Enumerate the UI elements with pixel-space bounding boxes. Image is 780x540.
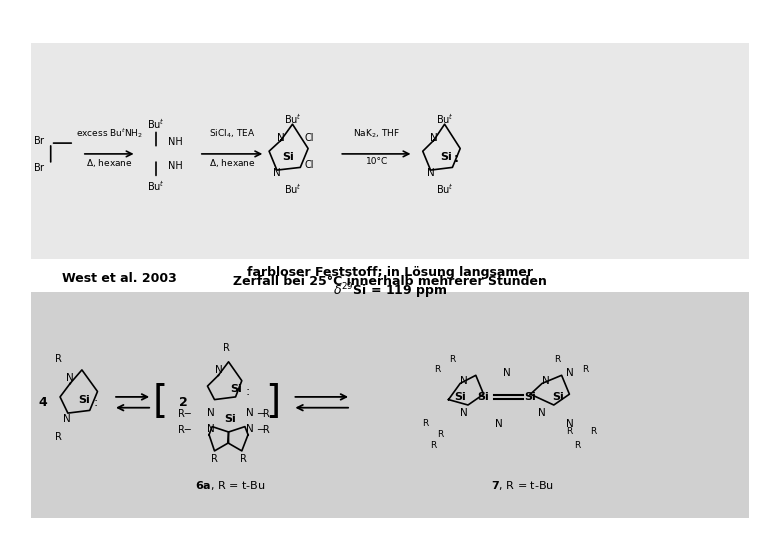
Text: Bu$^t$: Bu$^t$ [436,182,453,196]
Text: :: : [246,385,250,398]
Text: Zerfall bei 25°C innerhalb mehrerer Stunden: Zerfall bei 25°C innerhalb mehrerer Stun… [233,275,547,288]
Text: :: : [454,152,459,165]
Text: :: : [94,396,98,409]
Text: $\delta^{29}$Si = 119 ppm: $\delta^{29}$Si = 119 ppm [333,281,447,301]
Text: N: N [503,368,511,377]
Text: N: N [215,365,222,375]
Text: SiCl$_4$, TEA: SiCl$_4$, TEA [209,128,256,140]
Text: ─R: ─R [257,409,270,419]
Text: N: N [538,408,546,418]
Text: Bu$^t$: Bu$^t$ [284,112,301,126]
Text: 4: 4 [38,396,47,409]
Text: Bu$^t$: Bu$^t$ [147,179,165,193]
Text: N: N [427,168,434,178]
Text: R: R [449,355,456,363]
Text: N: N [63,414,71,423]
Text: R: R [223,343,229,353]
Bar [31,292,749,518]
Text: R: R [55,354,62,364]
Text: ]: ] [265,383,281,421]
Text: ─R: ─R [257,426,270,435]
Text: excess Bu$^t$NH$_2$: excess Bu$^t$NH$_2$ [76,126,143,140]
Text: N: N [66,373,74,383]
Text: $\mathregular{Br}$: $\mathregular{Br}$ [33,134,45,146]
Text: Cl: Cl [304,160,314,170]
Text: R: R [590,428,596,436]
Text: $\Delta$, hexane: $\Delta$, hexane [86,157,133,168]
Text: N: N [207,408,215,418]
Text: $\mathbf{6a}$, R = t-Bu: $\mathbf{6a}$, R = t-Bu [195,480,265,492]
Text: N: N [460,376,468,386]
Text: NH: NH [168,161,183,171]
Text: $\Delta$, hexane: $\Delta$, hexane [209,157,256,168]
Text: $\mathregular{Br}$: $\mathregular{Br}$ [33,161,45,173]
Text: farbloser Feststoff; in Lösung langsamer: farbloser Feststoff; in Lösung langsamer [247,266,533,279]
Text: N: N [566,368,573,377]
Text: R─: R─ [179,426,191,435]
Text: Si: Si [454,392,466,402]
Bar [31,43,749,259]
Text: N: N [495,419,503,429]
Text: N: N [566,419,573,429]
Text: R─: R─ [179,409,191,419]
Text: N: N [460,408,468,418]
Text: Bu$^t$: Bu$^t$ [147,117,165,131]
Text: N: N [430,133,438,143]
Text: R: R [55,433,62,442]
Text: $\mathbf{7}$, R = t-Bu: $\mathbf{7}$, R = t-Bu [491,480,554,492]
Text: NH: NH [168,137,183,147]
Text: Bu$^t$: Bu$^t$ [436,112,453,126]
Text: West et al. 2003: West et al. 2003 [62,272,177,285]
Text: N: N [246,424,254,434]
Text: R: R [422,420,428,428]
Text: Si: Si [477,392,490,402]
Text: Si: Si [78,395,90,404]
Text: R: R [434,366,440,374]
Text: R: R [211,454,218,464]
Text: R: R [566,428,573,436]
Text: Si: Si [524,392,537,402]
Text: Si: Si [224,414,236,423]
Text: N: N [542,376,550,386]
Text: Si: Si [282,152,295,161]
Text: R: R [555,355,561,363]
Text: Si: Si [551,392,564,402]
Text: [: [ [152,383,168,421]
Text: R: R [438,430,444,439]
Text: N: N [273,168,281,178]
Text: NaK$_2$, THF: NaK$_2$, THF [353,128,400,140]
Text: R: R [582,366,588,374]
Text: R: R [430,441,436,450]
Text: R: R [574,441,580,450]
Text: Bu$^t$: Bu$^t$ [284,182,301,196]
Text: N: N [246,408,254,418]
Text: Cl: Cl [304,133,314,143]
Text: Si: Si [230,384,243,394]
Text: Si: Si [440,152,452,161]
Text: 2: 2 [179,396,188,409]
Text: 10°C: 10°C [366,157,388,166]
Text: N: N [277,133,285,143]
Text: R: R [240,454,246,464]
Text: N: N [207,424,215,434]
